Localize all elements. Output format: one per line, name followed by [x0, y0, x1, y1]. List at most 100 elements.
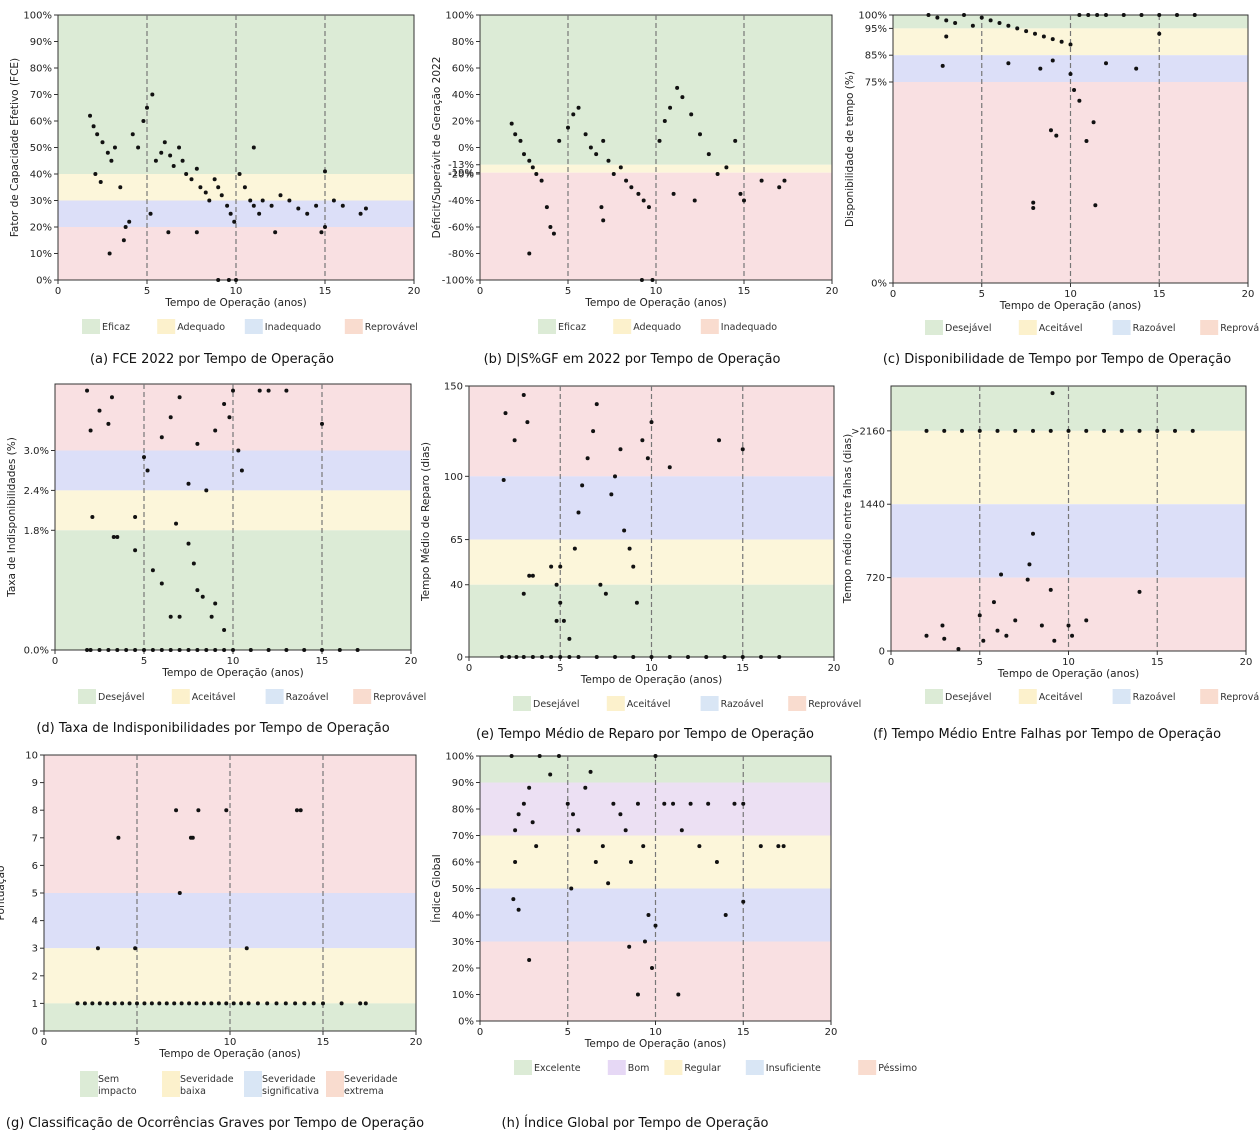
data-point	[224, 808, 229, 813]
data-point	[513, 828, 518, 833]
data-point	[123, 225, 128, 229]
data-point	[127, 1001, 132, 1006]
y-tick-label: 0	[879, 647, 885, 658]
x-axis-label: Tempo de Operação (anos)	[164, 297, 307, 309]
x-tick-label: 0	[477, 286, 483, 297]
chart-caption: (a) FCE 2022 por Tempo de Operação	[90, 352, 334, 367]
data-point	[988, 18, 993, 23]
data-point	[557, 138, 562, 143]
x-tick-label: 10	[230, 286, 243, 297]
data-point	[527, 158, 532, 163]
y-tick-label: 0	[457, 653, 463, 664]
data-point	[689, 112, 694, 117]
data-point	[273, 230, 278, 235]
data-point	[298, 808, 303, 813]
data-point	[777, 655, 782, 659]
legend-entry: Reprovável	[1220, 692, 1259, 703]
data-point	[686, 655, 690, 659]
data-point	[935, 15, 940, 20]
data-point	[611, 172, 616, 176]
data-point	[960, 428, 964, 433]
data-point	[1006, 23, 1011, 28]
data-point	[722, 655, 727, 659]
x-tick-label: 15	[317, 1037, 330, 1048]
data-point	[88, 428, 93, 433]
data-point	[642, 939, 647, 944]
data-point	[594, 152, 599, 157]
data-point	[75, 1001, 80, 1006]
data-point	[601, 218, 606, 223]
y-tick-label: 20%	[452, 964, 474, 975]
y-tick-label: 50%	[30, 143, 52, 154]
data-point	[534, 844, 539, 849]
legend-swatch	[82, 319, 100, 334]
data-point	[135, 1001, 139, 1006]
data-point	[1070, 633, 1075, 638]
data-point	[1119, 428, 1124, 433]
data-point	[133, 548, 138, 553]
data-point	[358, 211, 363, 216]
data-point	[567, 636, 572, 641]
data-point	[521, 655, 526, 659]
data-point	[320, 648, 324, 652]
data-point	[548, 772, 553, 777]
data-point	[611, 801, 616, 806]
legend-swatch	[244, 319, 263, 334]
data-point	[319, 230, 324, 235]
legend-entry: Razoável	[721, 699, 764, 710]
data-point	[613, 474, 617, 479]
data-point	[640, 438, 645, 443]
legend-entry: Razoável	[1133, 692, 1176, 703]
data-point	[97, 408, 102, 413]
y-tick-label: 1.8%	[24, 526, 49, 537]
legend-swatch	[157, 319, 176, 334]
x-tick-label: 15	[1153, 289, 1166, 300]
data-point	[1004, 633, 1009, 638]
y-axis-label: Pontuação	[0, 866, 7, 921]
data-point	[168, 614, 173, 619]
data-point	[358, 1001, 363, 1006]
data-point	[234, 278, 238, 282]
data-point	[565, 801, 570, 806]
legend-swatch	[925, 689, 943, 704]
x-axis-label: Tempo de Operação (anos)	[999, 300, 1142, 312]
data-point	[1013, 428, 1018, 433]
data-point	[598, 582, 603, 587]
data-point	[174, 808, 179, 813]
data-point	[511, 897, 516, 902]
legend-swatch	[607, 1060, 626, 1075]
x-tick-label: 10	[650, 286, 663, 297]
x-tick-label: 10	[645, 663, 658, 674]
data-point	[697, 844, 702, 849]
y-tick-label: 80%	[452, 37, 474, 48]
y-tick-label: 2.4%	[24, 486, 49, 497]
x-axis-label: Tempo de Operação (anos)	[161, 667, 304, 679]
chart-caption: (h) Índice Global por Tempo de Operação	[502, 1115, 769, 1131]
y-tick-label: 100	[444, 472, 463, 483]
data-point	[732, 801, 737, 806]
data-point	[591, 429, 596, 434]
x-tick-label: 15	[319, 286, 332, 297]
legend-entry: Inadequado	[265, 322, 321, 333]
data-point	[191, 561, 196, 566]
legend-swatch	[326, 1071, 344, 1097]
x-tick-label: 15	[737, 1027, 750, 1038]
y-tick-label: 0%	[458, 143, 474, 154]
data-point	[704, 655, 709, 659]
data-point	[1038, 66, 1043, 71]
x-tick-label: 20	[1242, 289, 1255, 300]
data-point	[133, 648, 138, 652]
data-point	[782, 178, 787, 183]
data-point	[1077, 98, 1082, 103]
legend-entry: Reprovável	[373, 692, 426, 703]
data-point	[148, 211, 153, 216]
data-point	[194, 166, 199, 171]
data-point	[186, 541, 191, 546]
chart-caption: (g) Classificação de Ocorrências Graves …	[6, 1116, 424, 1131]
data-point	[120, 1001, 125, 1006]
data-point	[503, 411, 508, 416]
data-point	[1039, 623, 1044, 628]
data-point	[186, 648, 191, 652]
x-tick-label: 10	[649, 1027, 662, 1038]
chart-panel-h: 0 5 10 15 20 0% 10% 20% 30% 40% 50% 60% 70% 80% 90% 100…	[430, 752, 917, 1131]
